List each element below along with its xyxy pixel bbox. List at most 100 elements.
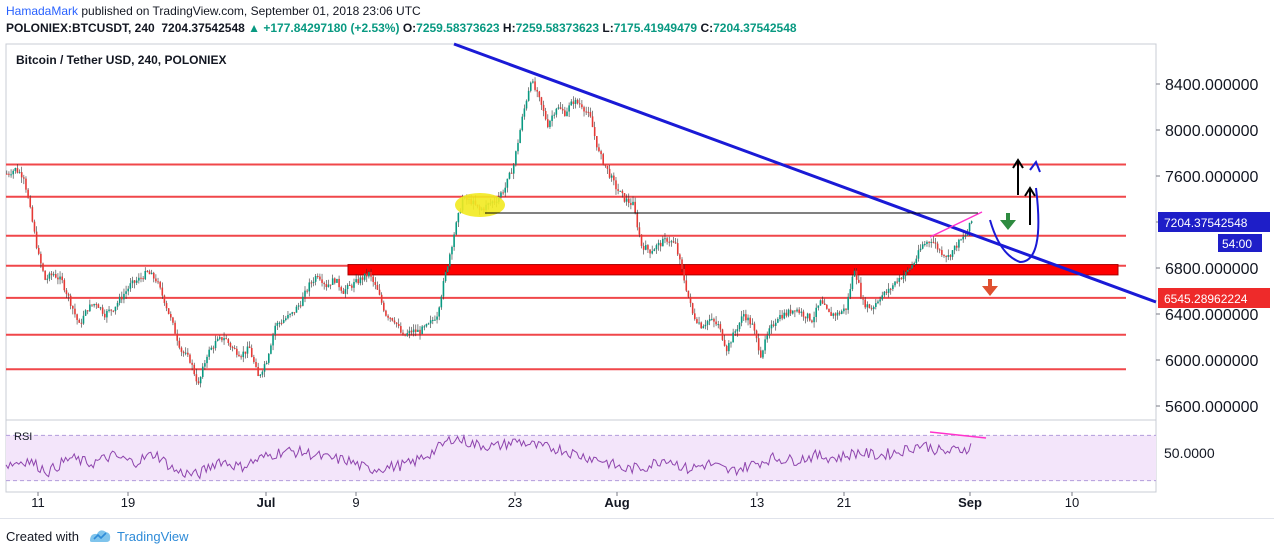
candle-up — [131, 280, 134, 284]
candle-down — [636, 213, 639, 228]
candle-down — [828, 308, 830, 313]
candle-up — [704, 324, 707, 327]
candle-down — [163, 295, 166, 304]
candle-down — [229, 343, 232, 347]
x-tick-label: Jul — [257, 495, 276, 510]
candle-down — [674, 242, 677, 244]
tradingview-brand[interactable]: TradingView — [117, 529, 189, 544]
candle-up — [46, 278, 49, 280]
x-tick-label: 9 — [352, 495, 359, 510]
candle-up — [953, 245, 956, 251]
candle-down — [101, 307, 104, 314]
chart-svg[interactable]: Bitcoin / Tether USD, 240, POLONIEX RSI … — [0, 40, 1274, 518]
candle-up — [770, 324, 773, 329]
candle-down — [174, 322, 176, 334]
candle-down — [845, 308, 847, 310]
candle-up — [840, 311, 843, 314]
candle-down — [35, 231, 38, 248]
candle-down — [576, 99, 579, 104]
candle-down — [676, 243, 679, 255]
candle-down — [534, 81, 536, 90]
candle-down — [157, 281, 159, 283]
candle-down — [640, 234, 643, 246]
candle-up — [432, 319, 434, 321]
author-link[interactable]: HamadaMark — [6, 4, 79, 18]
candle-down — [280, 322, 283, 324]
candle-up — [553, 114, 556, 116]
candle-up — [127, 288, 130, 292]
last-price: 7204.37542548 — [161, 21, 245, 35]
candle-up — [970, 221, 973, 223]
candle-up — [287, 314, 289, 319]
candle-down — [936, 243, 939, 250]
target-arrow-icon — [1012, 158, 1024, 195]
candle-up — [926, 241, 928, 244]
candle-down — [342, 290, 345, 294]
candle-down — [638, 227, 641, 235]
candle-up — [909, 268, 911, 270]
candle-down — [928, 241, 930, 243]
candle-down — [725, 345, 728, 352]
candle-down — [233, 348, 236, 350]
candle-up — [653, 249, 656, 252]
candle-down — [583, 107, 585, 112]
candle-up — [836, 312, 839, 316]
candle-up — [525, 100, 528, 109]
rsi-axis-label: 50.0000 — [1164, 445, 1215, 461]
candle-down — [687, 290, 690, 297]
candle-up — [736, 329, 739, 332]
candle-down — [955, 245, 958, 248]
candle-down — [161, 287, 164, 296]
high-label: H: — [502, 21, 516, 35]
candle-down — [197, 381, 200, 384]
candle-down — [319, 276, 321, 280]
candle-up — [201, 366, 204, 377]
candle-up — [549, 120, 551, 128]
candle-down — [593, 127, 596, 137]
candle-down — [821, 300, 824, 304]
candle-down — [383, 302, 385, 311]
x-tick-label: 10 — [1065, 495, 1079, 510]
candle-up — [657, 242, 660, 246]
candle-up — [664, 238, 666, 240]
candle-down — [700, 322, 702, 329]
candle-down — [365, 273, 368, 277]
candle-down — [170, 314, 172, 318]
candle-up — [312, 281, 315, 283]
candle-up — [866, 304, 869, 308]
candle-down — [864, 299, 866, 308]
candle-up — [791, 310, 794, 314]
candle-up — [504, 187, 507, 193]
candle-down — [760, 350, 762, 358]
candle-down — [31, 207, 34, 222]
candle-down — [564, 110, 566, 117]
last-price-tag-text: 7204.37542548 — [1164, 216, 1248, 230]
price-change: ▲ +177.84297180 (+2.53%) — [248, 21, 400, 35]
candle-up — [711, 318, 713, 320]
candle-up — [568, 105, 570, 112]
candle-down — [830, 312, 832, 316]
header: HamadaMark published on TradingView.com,… — [0, 0, 1274, 40]
candle-up — [246, 346, 249, 354]
candle-down — [868, 304, 871, 309]
candle-up — [327, 284, 330, 288]
candle-down — [78, 319, 81, 323]
candle-down — [414, 329, 417, 332]
candle-down — [182, 351, 185, 354]
candle-down — [236, 348, 238, 355]
down-arrow-icon — [982, 279, 998, 296]
candle-up — [263, 364, 266, 372]
candle-up — [291, 312, 294, 314]
candle-up — [259, 374, 262, 376]
candle-up — [883, 291, 886, 296]
candle-down — [57, 277, 59, 280]
candle-up — [570, 101, 573, 106]
candle-down — [858, 279, 860, 283]
candle-up — [436, 316, 438, 320]
candle-up — [728, 343, 730, 352]
candle-down — [195, 374, 198, 382]
y-tick-label: 8400.000000 — [1165, 77, 1259, 94]
candle-down — [395, 322, 398, 324]
candle-down — [176, 333, 178, 341]
candle-down — [572, 101, 575, 104]
